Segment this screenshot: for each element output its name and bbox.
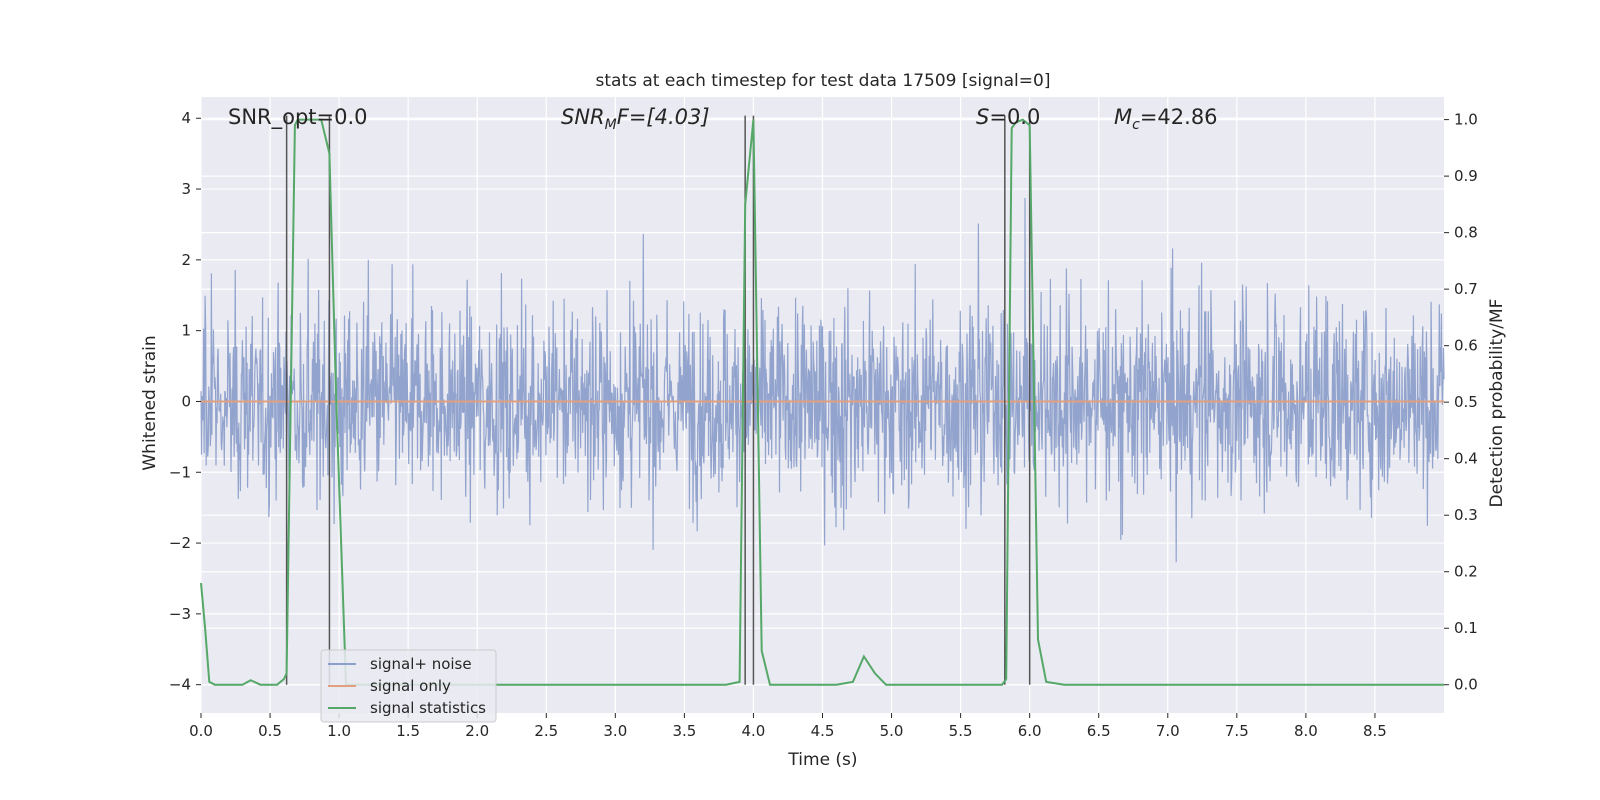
y-left-tick-label: −4	[169, 676, 191, 694]
y-right-tick-label: 0.8	[1454, 224, 1478, 242]
x-tick-label: 5.5	[949, 722, 973, 740]
legend-label-signal: signal only	[370, 677, 451, 695]
annotation-s-value: S=0.0	[976, 105, 1040, 129]
y-right-tick-label: 0.2	[1454, 563, 1478, 581]
signal-noise-series	[200, 197, 1445, 563]
y-right-tick-label: 0.9	[1454, 167, 1478, 185]
x-tick-label: 4.5	[811, 722, 835, 740]
x-tick-label: 2.0	[465, 722, 489, 740]
x-tick-label: 2.5	[534, 722, 558, 740]
x-axis-label: Time (s)	[787, 750, 857, 770]
x-tick-label: 3.0	[603, 722, 627, 740]
y-right-tick-label: 0.1	[1454, 619, 1478, 637]
annotation-chirp-mass: Mc=42.86	[1114, 105, 1218, 133]
x-axis-ticks: 0.0 0.5 1.0 1.5 2.0 2.5 3.0 3.5 4.0 4.5 5.0 5.5 6.0 6…	[189, 713, 1387, 740]
y-left-tick-label: −2	[169, 534, 191, 552]
y-left-tick-label: 4	[181, 109, 191, 127]
y-axis-left-ticks: −4 −3 −2 −1 0 1 2 3 4	[169, 109, 201, 694]
legend-label-stats: signal statistics	[370, 699, 486, 717]
legend-label-noise: signal+ noise	[370, 655, 472, 673]
x-tick-label: 6.5	[1087, 722, 1111, 740]
y-left-tick-label: 0	[181, 392, 191, 410]
x-tick-label: 8.5	[1363, 722, 1387, 740]
y-axis-left-label: Whitened strain	[140, 335, 160, 470]
annotations: SNR_opt=0.0 SNRMF=[4.03] S=0.0 Mc=42.86	[228, 105, 1218, 133]
signal-statistics-series	[200, 118, 1444, 686]
y-right-tick-label: 0.0	[1454, 676, 1478, 694]
legend: signal+ noise signal only signal statist…	[320, 649, 497, 723]
y-left-tick-label: 3	[181, 180, 191, 198]
signal-statistics-line	[200, 118, 1444, 686]
x-tick-label: 0.5	[258, 722, 282, 740]
y-right-tick-label: 0.3	[1454, 506, 1478, 524]
y-axis-right-label: Detection probability/MF	[1487, 299, 1507, 508]
annotation-snr-opt: SNR_opt=0.0	[228, 105, 368, 130]
y-right-tick-label: 0.6	[1454, 337, 1478, 355]
x-tick-label: 1.5	[396, 722, 420, 740]
y-right-tick-label: 0.5	[1454, 393, 1478, 411]
legend-box	[320, 649, 497, 723]
y-right-tick-label: 0.7	[1454, 280, 1478, 298]
x-tick-label: 7.5	[1225, 722, 1249, 740]
y-right-tick-label: 0.4	[1454, 450, 1478, 468]
x-tick-label: 8.0	[1294, 722, 1318, 740]
chart-title: stats at each timestep for test data 175…	[596, 71, 1051, 91]
y-left-tick-label: −1	[169, 463, 191, 481]
y-axis-right-ticks: 0.0 0.1 0.2 0.3 0.4 0.5 0.6 0.7 0.8 0.9 1.0	[1444, 111, 1478, 694]
x-tick-label: 7.0	[1156, 722, 1180, 740]
y-left-tick-label: 1	[181, 322, 191, 340]
x-tick-label: 6.0	[1018, 722, 1042, 740]
y-left-tick-label: 2	[181, 251, 191, 269]
y-left-tick-label: −3	[169, 605, 191, 623]
x-tick-label: 5.0	[880, 722, 904, 740]
y-right-tick-label: 1.0	[1454, 111, 1478, 129]
x-tick-label: 1.0	[327, 722, 351, 740]
x-tick-label: 4.0	[742, 722, 766, 740]
noise-line	[200, 197, 1445, 563]
x-tick-label: 0.0	[189, 722, 213, 740]
annotation-snr-mf: SNRMF=[4.03]	[561, 105, 710, 133]
x-tick-label: 3.5	[672, 722, 696, 740]
